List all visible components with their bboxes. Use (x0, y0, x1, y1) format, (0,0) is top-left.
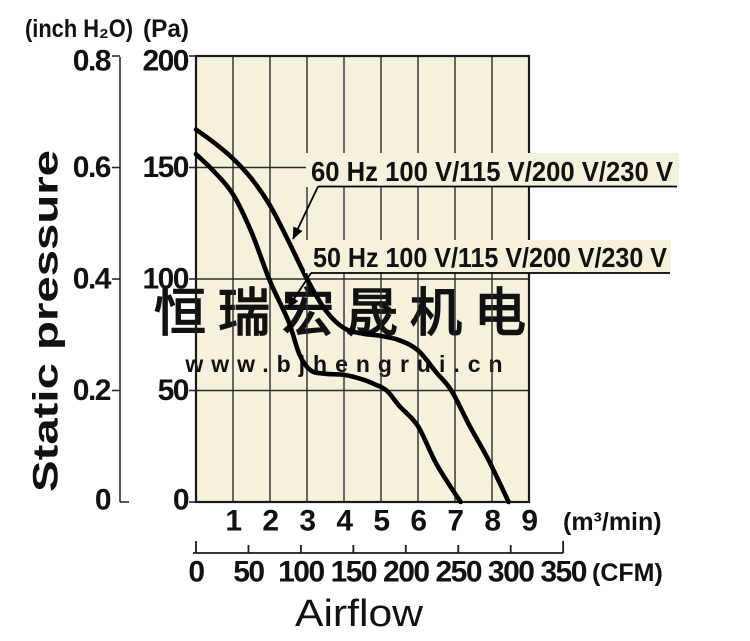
curve-label-60hz: 60 Hz 100 V/115 V/200 V/230 V (311, 156, 673, 187)
cfm-tick-label: 50 (233, 556, 264, 589)
cfm-tick-label: 200 (383, 556, 429, 589)
curve-50hz (193, 151, 463, 505)
m3min-tick-label: 6 (410, 505, 426, 538)
cfm-tick-label: 250 (435, 556, 481, 589)
inch-tick-label: 0 (95, 484, 111, 517)
cfm-ruler (193, 541, 565, 554)
label-halo-60hz (306, 153, 679, 187)
y-axis-title: Static pressure (27, 150, 66, 492)
leader-arrow-50hz (287, 272, 312, 309)
m3min-tick-label: 1 (225, 505, 241, 538)
cfm-tick-labels: 0 50 100 150 200 250 300 350 (188, 556, 588, 589)
watermark-text: 恒瑞宏晟机电 (154, 285, 538, 343)
pa-tick-labels: 200 150 100 50 0 (142, 45, 190, 517)
gridlines (196, 56, 529, 502)
cfm-tick-label: 350 (540, 556, 586, 589)
pa-tick-label: 100 (142, 263, 188, 296)
inch-tick-labels: 0.8 0.6 0.4 0.2 0 (73, 45, 114, 517)
x-unit-cfm-label: (CFM) (592, 559, 663, 587)
leader-arrow-60hz (292, 186, 319, 240)
m3min-tick-label: 2 (262, 505, 278, 538)
cfm-tick-label: 150 (331, 556, 377, 589)
m3min-tick-label: 8 (484, 505, 500, 538)
m3min-tick-label: 4 (336, 505, 353, 538)
m3min-tick-label: 9 (521, 505, 537, 538)
y-unit-inch-label: (inch H₂O) (25, 15, 133, 43)
cfm-tick-label: 0 (188, 556, 204, 589)
pa-axis-ticks (189, 55, 196, 503)
pa-tick-label: 0 (173, 484, 189, 517)
inch-axis-ticks (112, 55, 129, 503)
cfm-tick-label: 100 (278, 556, 324, 589)
curve-label-50hz: 50 Hz 100 V/115 V/200 V/230 V (313, 242, 667, 273)
curve-60hz (193, 127, 511, 505)
x-axis-title: Airflow (295, 593, 424, 635)
label-halo-50hz (305, 240, 671, 273)
m3min-tick-label: 3 (299, 505, 315, 538)
m3min-tick-label: 7 (447, 505, 463, 538)
inch-tick-label: 0.8 (73, 45, 111, 78)
pa-tick-label: 200 (142, 45, 188, 78)
x-unit-m3min-label: (m³/min) (563, 508, 662, 536)
pa-tick-label: 150 (142, 151, 188, 184)
cfm-tick-label: 300 (488, 556, 534, 589)
m3min-tick-label: 5 (373, 505, 389, 538)
pa-tick-label: 50 (158, 374, 189, 407)
inch-tick-label: 0.6 (73, 151, 111, 184)
inch-tick-label: 0.2 (73, 374, 111, 407)
y-unit-pa-label: (Pa) (143, 15, 189, 43)
inch-tick-label: 0.4 (73, 263, 112, 296)
